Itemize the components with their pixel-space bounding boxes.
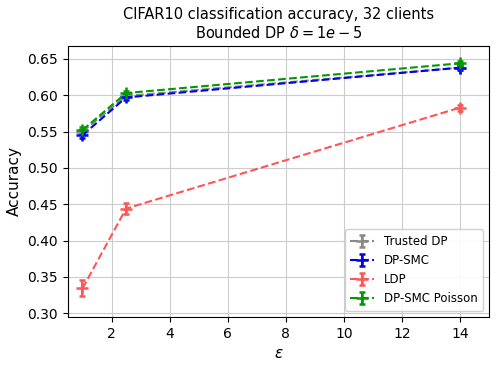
Y-axis label: Accuracy: Accuracy xyxy=(7,146,22,216)
Legend: Trusted DP, DP-SMC, LDP, DP-SMC Poisson: Trusted DP, DP-SMC, LDP, DP-SMC Poisson xyxy=(345,229,483,311)
Title: CIFAR10 classification accuracy, 32 clients
Bounded DP $\delta = 1e - 5$: CIFAR10 classification accuracy, 32 clie… xyxy=(123,7,434,40)
X-axis label: $\varepsilon$: $\varepsilon$ xyxy=(274,346,283,361)
